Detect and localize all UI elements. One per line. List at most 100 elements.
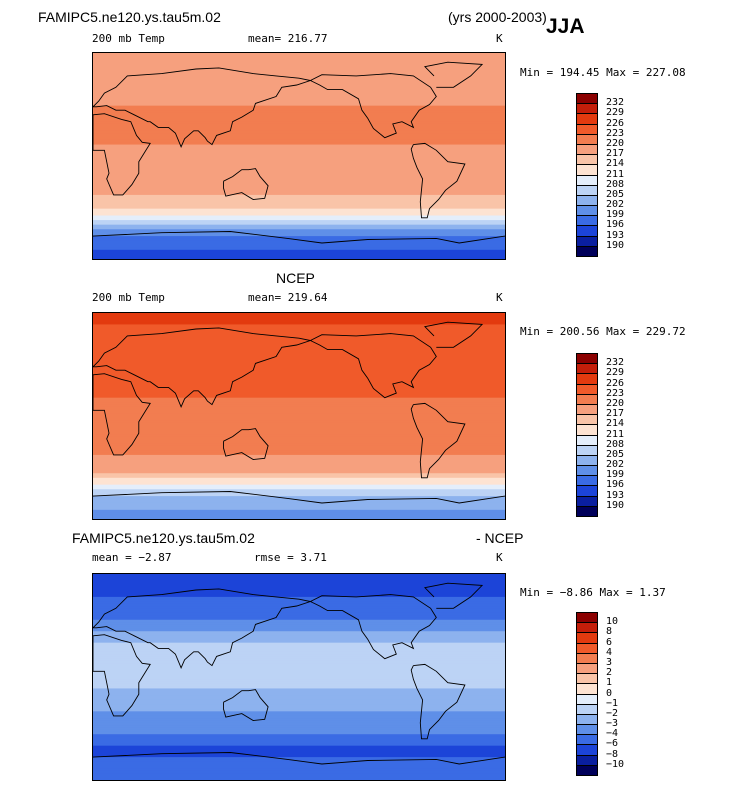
lat-band	[93, 729, 505, 733]
coastline	[93, 634, 151, 717]
coastline	[93, 588, 313, 669]
lat-band	[93, 135, 505, 139]
lat-band	[93, 94, 505, 98]
lat-band	[93, 647, 505, 651]
lat-band	[93, 452, 505, 456]
lat-band	[93, 206, 505, 210]
colorbar-tick-label: 220	[606, 137, 625, 149]
lat-band	[93, 477, 505, 481]
lat-band	[93, 690, 505, 694]
lat-band	[93, 654, 505, 657]
lat-band	[93, 480, 505, 483]
lat-band	[93, 62, 505, 66]
panel3-rmse-label: rmse = 3.71	[254, 551, 327, 564]
lat-band	[93, 484, 505, 488]
lat-band	[93, 112, 505, 116]
lat-band	[93, 470, 505, 474]
panel1-units-label: K	[496, 32, 503, 45]
panel2-minmax-label: Min = 200.56 Max = 229.72	[520, 325, 686, 338]
coastline	[93, 373, 151, 456]
panel1-mean-label: mean= 216.77	[248, 32, 328, 45]
panel2-title: NCEP	[276, 270, 315, 286]
lat-band	[93, 249, 505, 253]
lat-band	[93, 745, 505, 749]
lat-band	[93, 204, 505, 207]
lat-band	[93, 663, 505, 667]
colorbar-tick-label: 232	[606, 97, 625, 109]
lat-band	[93, 656, 505, 660]
lat-band	[93, 313, 505, 316]
lat-band	[93, 674, 505, 678]
lat-band	[93, 681, 505, 685]
colorbar-tick-label: 208	[606, 178, 625, 190]
lat-band	[93, 427, 505, 431]
lat-band	[93, 213, 505, 217]
panel3-units-label: K	[496, 551, 503, 564]
lat-band	[93, 454, 505, 458]
lat-band	[93, 402, 505, 406]
lat-band	[93, 247, 505, 251]
lat-band	[93, 142, 505, 146]
lat-band	[93, 388, 505, 392]
lat-band	[93, 413, 505, 417]
lat-band	[93, 693, 505, 696]
lat-band	[93, 619, 505, 623]
lat-band	[93, 101, 505, 104]
years-label: (yrs 2000-2003)	[448, 9, 547, 25]
lat-band	[93, 126, 505, 130]
lat-band	[93, 606, 505, 609]
lat-band	[93, 683, 505, 687]
lat-band	[93, 98, 505, 102]
colorbar-tick-label: −6	[606, 738, 619, 750]
lat-band	[93, 197, 505, 201]
lat-band	[93, 585, 505, 589]
panel3-mean-label: mean = −2.87	[92, 551, 172, 564]
lat-band	[93, 229, 505, 233]
lat-band	[93, 594, 505, 598]
lat-band	[93, 404, 505, 408]
lat-band	[93, 441, 505, 445]
lat-band	[93, 475, 505, 479]
lat-band	[93, 432, 505, 435]
lat-band	[93, 319, 505, 323]
lat-band	[93, 429, 505, 433]
lat-band	[93, 363, 505, 367]
panel1-map	[92, 52, 506, 260]
lat-band	[93, 438, 505, 442]
lat-band	[93, 107, 505, 111]
lat-band	[93, 457, 505, 461]
lat-band	[93, 64, 505, 68]
lat-band	[93, 53, 505, 56]
lat-band	[93, 626, 505, 630]
lat-band	[93, 377, 505, 380]
lat-band	[93, 709, 505, 712]
lat-band	[93, 55, 505, 59]
lat-band	[93, 236, 505, 239]
lat-band	[93, 397, 505, 401]
lat-band	[93, 631, 505, 635]
coastline	[423, 61, 484, 88]
lat-band	[93, 167, 505, 171]
colorbar-tick-label: 190	[606, 239, 625, 251]
panel3-title-right: - NCEP	[476, 530, 524, 546]
lat-band	[93, 706, 505, 710]
lat-band	[93, 345, 505, 348]
lat-band	[93, 493, 505, 497]
lat-band	[93, 644, 505, 648]
colorbar-tick-label: 229	[606, 367, 625, 379]
lat-band	[93, 215, 505, 219]
lat-band	[93, 194, 505, 198]
lat-band	[93, 326, 505, 330]
lat-band	[93, 240, 505, 244]
lat-band	[93, 80, 505, 84]
lat-band	[93, 718, 505, 722]
lat-band	[93, 361, 505, 364]
lat-band	[93, 768, 505, 772]
panel2-units-label: K	[496, 291, 503, 304]
lat-band	[93, 354, 505, 358]
lat-band	[93, 390, 505, 394]
lat-band	[93, 406, 505, 410]
lat-band	[93, 220, 505, 223]
colorbar-tick-label: 229	[606, 107, 625, 119]
panel2-map	[92, 312, 506, 520]
